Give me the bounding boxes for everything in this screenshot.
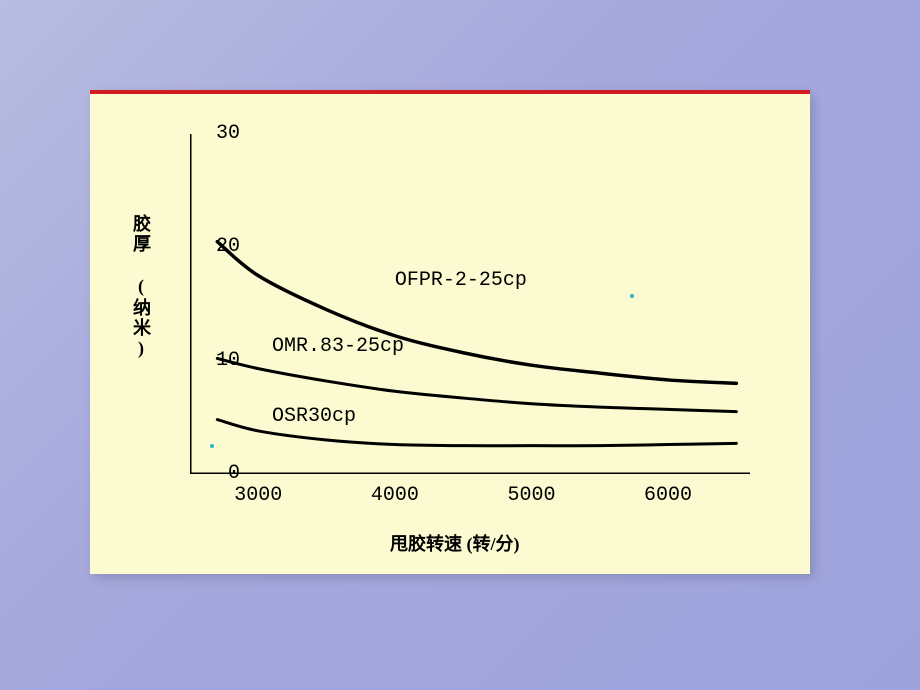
- x-tick: 5000: [491, 484, 571, 507]
- series-label: OFPR-2-25cp: [395, 269, 527, 292]
- y-axis-label: 胶厚 (纳米): [128, 214, 154, 360]
- series-OFPR-2-25cp: [217, 242, 736, 384]
- x-axis-label: 甩胶转速 (转/分): [390, 530, 520, 556]
- chart-card: 胶厚 (纳米) 甩胶转速 (转/分) 0102030 3000400050006…: [90, 90, 810, 574]
- artifact-dot: [210, 444, 214, 448]
- series-OMR.83-25cp: [217, 358, 736, 411]
- x-tick: 4000: [355, 484, 435, 507]
- x-tick: 6000: [628, 484, 708, 507]
- x-tick: 3000: [218, 484, 298, 507]
- artifact-dot: [630, 294, 634, 298]
- series-label: OSR30cp: [272, 405, 356, 428]
- series-label: OMR.83-25cp: [272, 335, 404, 358]
